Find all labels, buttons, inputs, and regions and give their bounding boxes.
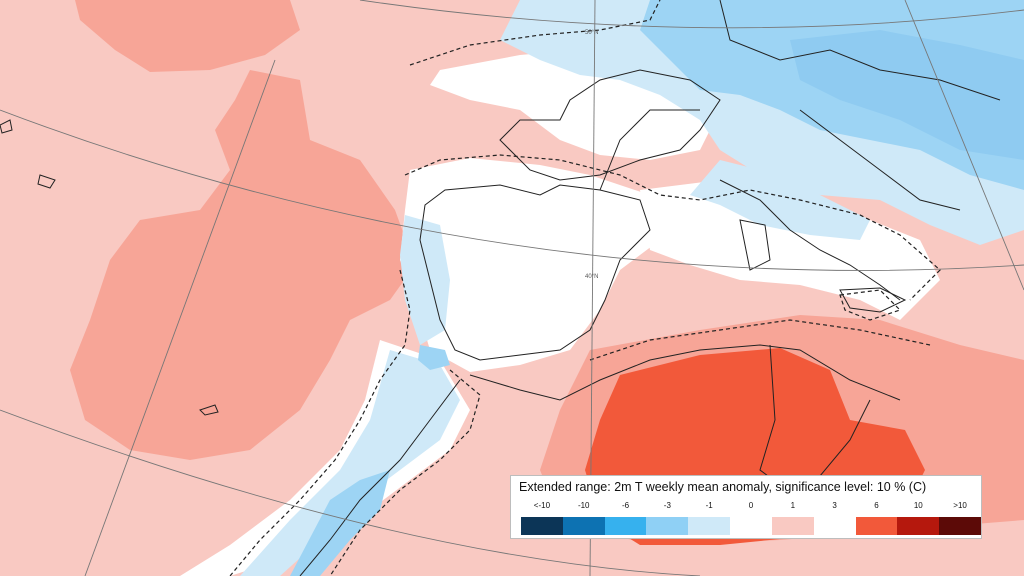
legend-swatch — [646, 517, 689, 535]
warm-region-atlantic — [70, 70, 415, 460]
neutral-region-iberia — [400, 158, 660, 372]
cool-region-central-europe — [790, 30, 1024, 160]
warm-region-north-atlantic — [75, 0, 300, 72]
legend-tick-label: <-10 — [533, 501, 551, 510]
legend-swatch — [939, 517, 981, 535]
coastlines — [0, 0, 1001, 576]
legend-swatch — [688, 517, 731, 535]
cool-region-morocco-mid — [290, 470, 390, 576]
legend-tick-label: >10 — [953, 501, 967, 510]
neutral-region-med — [640, 180, 940, 320]
lat-label-50: 50°N — [585, 30, 598, 36]
legend-tick-label: 0 — [748, 501, 754, 510]
legend-tick-label: -10 — [577, 501, 590, 510]
colorbar-legend: Extended range: 2m T weekly mean anomaly… — [510, 475, 982, 539]
cool-region-italy — [690, 160, 870, 240]
legend-swatch — [813, 517, 856, 535]
legend-title: Extended range: 2m T weekly mean anomaly… — [519, 480, 927, 494]
legend-swatch — [562, 517, 605, 535]
legend-colorbar — [521, 517, 981, 535]
legend-tick-label: 6 — [874, 501, 879, 510]
legend-swatch — [855, 517, 898, 535]
legend-tick-label: 10 — [913, 501, 923, 510]
lat-label-40: 40°N — [585, 274, 598, 280]
legend-tick-label: -3 — [663, 501, 671, 510]
legend-swatch — [604, 517, 647, 535]
legend-swatch — [730, 517, 772, 535]
cool-region-gibraltar — [418, 345, 450, 370]
legend-swatch — [771, 517, 814, 535]
legend-tick-label: 1 — [790, 501, 796, 510]
legend-tick-label: 3 — [832, 501, 837, 510]
legend-tick-label: -6 — [621, 501, 630, 510]
legend-swatch — [897, 517, 940, 535]
legend-ticks: <-10 -10 -6 -3 -1 0 1 3 6 10 >10 — [511, 501, 983, 515]
legend-swatch — [521, 517, 563, 535]
cool-region-portugal — [400, 215, 450, 345]
legend-tick-label: -1 — [705, 501, 713, 510]
cool-region-morocco — [240, 350, 460, 576]
significance-contours — [229, 0, 941, 576]
